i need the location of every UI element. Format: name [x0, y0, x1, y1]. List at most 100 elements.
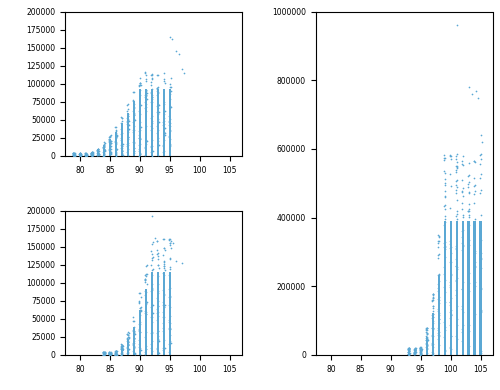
Point: [136, 321, 144, 328]
Point: [153, 344, 161, 351]
Point: [129, 138, 137, 145]
Bar: [115, 132, 117, 156]
Point: [447, 259, 455, 265]
Point: [418, 351, 426, 357]
Point: [416, 346, 424, 352]
Point: [142, 100, 150, 106]
Point: [112, 133, 120, 140]
Bar: [432, 313, 434, 355]
Point: [154, 256, 162, 262]
Point: [446, 322, 454, 328]
Point: [135, 152, 143, 159]
Point: [148, 286, 156, 292]
Point: [446, 315, 454, 321]
Point: [417, 344, 425, 350]
Point: [76, 151, 84, 157]
Point: [178, 66, 186, 73]
Point: [106, 349, 114, 356]
Point: [130, 110, 138, 116]
Point: [412, 349, 420, 355]
Point: [129, 98, 137, 104]
Point: [430, 341, 438, 347]
Point: [136, 151, 144, 157]
Point: [476, 156, 484, 162]
Point: [458, 158, 466, 164]
Point: [153, 246, 161, 253]
Point: [460, 213, 468, 220]
Point: [175, 50, 183, 57]
Point: [446, 299, 454, 305]
Point: [136, 75, 144, 81]
Point: [142, 108, 150, 114]
Point: [81, 152, 89, 158]
Point: [88, 150, 96, 156]
Point: [440, 202, 448, 209]
Point: [69, 151, 77, 157]
Point: [166, 294, 174, 300]
Point: [99, 144, 107, 150]
Point: [154, 349, 162, 356]
Point: [141, 349, 149, 355]
Point: [153, 309, 161, 316]
Point: [135, 300, 143, 306]
Point: [106, 150, 114, 156]
Point: [440, 157, 448, 163]
Point: [464, 271, 472, 277]
Point: [100, 146, 108, 152]
Point: [441, 193, 449, 200]
Point: [405, 351, 413, 357]
Point: [411, 346, 419, 353]
Point: [100, 351, 108, 357]
Point: [112, 348, 120, 354]
Point: [147, 89, 155, 95]
Point: [106, 350, 114, 356]
Point: [124, 335, 132, 341]
Point: [136, 329, 144, 335]
Point: [94, 145, 102, 152]
Point: [124, 111, 132, 117]
Point: [105, 350, 113, 356]
Point: [464, 181, 472, 187]
Point: [99, 351, 107, 358]
Point: [452, 333, 460, 339]
Point: [166, 320, 174, 326]
Point: [136, 150, 143, 156]
Point: [464, 295, 472, 301]
Point: [441, 289, 449, 295]
Point: [147, 340, 155, 347]
Point: [160, 70, 168, 76]
Point: [411, 345, 419, 351]
Point: [470, 316, 478, 322]
Point: [424, 337, 432, 343]
Point: [448, 271, 456, 278]
Point: [94, 150, 102, 156]
Point: [428, 325, 436, 331]
Point: [88, 151, 96, 157]
Point: [472, 159, 480, 165]
Point: [81, 152, 89, 158]
Point: [428, 341, 436, 347]
Point: [160, 303, 168, 310]
Point: [88, 152, 96, 159]
Point: [124, 341, 132, 347]
Point: [165, 133, 173, 139]
Point: [453, 177, 461, 183]
Point: [142, 137, 150, 143]
Point: [154, 249, 162, 255]
Point: [471, 310, 479, 317]
Point: [446, 153, 454, 159]
Point: [453, 184, 461, 190]
Point: [434, 336, 442, 342]
Point: [166, 272, 173, 278]
Point: [464, 255, 472, 261]
Point: [130, 145, 138, 151]
Point: [94, 147, 102, 154]
Point: [440, 271, 448, 277]
Point: [452, 22, 460, 28]
Point: [136, 341, 143, 347]
Point: [99, 349, 107, 355]
Point: [476, 287, 484, 293]
Point: [458, 338, 466, 344]
Point: [423, 327, 431, 333]
Point: [460, 212, 468, 218]
